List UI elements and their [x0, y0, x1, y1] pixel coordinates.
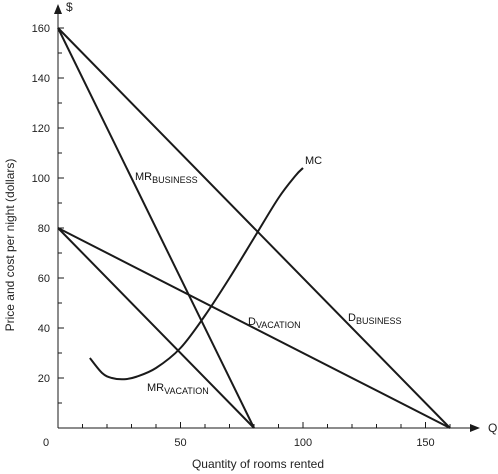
y-tick-label: 160 — [32, 23, 50, 35]
x-tick-label: 150 — [416, 437, 434, 449]
y-axis-symbol: $ — [66, 0, 73, 14]
d-vacation-label: DVACATION — [248, 316, 301, 330]
x-axis-arrow — [470, 424, 480, 432]
mr-vacation-line — [57, 227, 255, 429]
ticks: 20 40 60 80 100 120 140 160 0 50 100 150 — [32, 23, 451, 449]
y-tick-label: 60 — [38, 273, 50, 285]
x-tick-label: 50 — [174, 437, 186, 449]
mc-curve — [89, 167, 304, 381]
curve-labels: DBUSINESS MRBUSINESS DVACATION MRVACATION MC — [135, 155, 401, 396]
d-business-label: DBUSINESS — [348, 312, 401, 326]
y-tick-label: 80 — [38, 223, 50, 235]
y-tick-label: 140 — [32, 73, 50, 85]
x-axis-symbol: Q — [488, 421, 497, 435]
mr-business-line — [57, 27, 255, 429]
x-axis-label: Quantity of rooms rented — [192, 457, 324, 471]
mc-label: MC — [305, 155, 322, 167]
axes — [54, 4, 480, 432]
x-tick-label: 0 — [43, 437, 49, 449]
y-tick-label: 100 — [32, 173, 50, 185]
series-lines — [57, 27, 451, 429]
mr-business-label: MRBUSINESS — [135, 171, 198, 185]
y-tick-label: 120 — [32, 123, 50, 135]
mr-vacation-label: MRVACATION — [147, 382, 209, 396]
d-business-line — [57, 27, 451, 429]
y-tick-label: 40 — [38, 323, 50, 335]
d-vacation-line — [57, 227, 451, 429]
x-tick-label: 100 — [294, 437, 312, 449]
y-tick-label: 20 — [38, 373, 50, 385]
y-axis-arrow — [54, 4, 62, 14]
y-axis-label: Price and cost per night (dollars) — [3, 159, 17, 332]
